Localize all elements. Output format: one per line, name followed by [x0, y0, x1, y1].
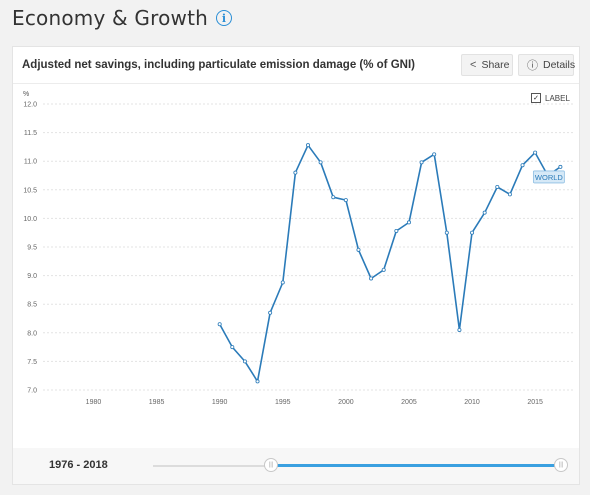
- data-point: [533, 150, 538, 155]
- y-tick-label: 7.0: [27, 388, 37, 395]
- details-info-icon: ⓘ: [527, 60, 538, 72]
- line-chart: 7.0 7.5 8.0 8.5 9.0 9.5 10.0 10.5 11.0 11.5 12.0 19…: [23, 102, 573, 406]
- data-point: [230, 345, 235, 350]
- data-point: [280, 280, 285, 285]
- series-end-label: WORLD: [535, 173, 564, 182]
- data-point: [558, 164, 563, 169]
- chart-title: Adjusted net savings, including particul…: [22, 59, 415, 71]
- y-tick-label: 11.5: [24, 130, 37, 137]
- share-button-label: Share: [481, 59, 510, 71]
- y-axis-unit-label: %: [23, 91, 30, 98]
- data-point: [507, 192, 512, 197]
- y-tick-label: 10.0: [23, 216, 37, 223]
- label-checkbox[interactable]: ✓: [531, 93, 541, 103]
- data-point: [369, 276, 374, 281]
- chart-card: Adjusted net savings, including particul…: [12, 46, 580, 450]
- details-button-label: Details: [543, 59, 576, 71]
- data-point: [406, 220, 411, 225]
- data-point: [495, 184, 500, 189]
- page-title: Economy & Growth: [12, 6, 209, 30]
- y-tick-label: 7.5: [27, 359, 37, 366]
- slider-selected-range: [271, 464, 561, 467]
- label-toggle[interactable]: ✓ LABEL: [531, 93, 570, 103]
- data-point: [419, 160, 424, 165]
- y-tick-label: 11.0: [24, 159, 37, 166]
- card-divider: [13, 83, 579, 84]
- x-tick-label: 2005: [401, 399, 417, 406]
- data-point: [268, 310, 273, 315]
- data-point: [457, 327, 462, 332]
- data-point: [318, 160, 323, 165]
- data-point: [432, 152, 437, 157]
- time-range-label: 1976 - 2018: [49, 459, 108, 471]
- data-point: [242, 359, 247, 364]
- x-tick-label: 1995: [275, 399, 291, 406]
- data-point: [255, 379, 260, 384]
- data-point: [482, 210, 487, 215]
- series-end-label-box: [532, 170, 565, 184]
- info-icon[interactable]: i: [216, 10, 233, 26]
- time-range-footer: 1976 - 2018 ||| |||: [12, 448, 580, 485]
- x-tick-label: 1980: [86, 399, 102, 406]
- slider-end-handle[interactable]: |||: [554, 458, 568, 472]
- data-point: [217, 322, 222, 327]
- data-point: [343, 198, 348, 203]
- x-tick-label: 2000: [338, 399, 354, 406]
- data-point: [394, 228, 399, 233]
- data-point: [293, 170, 298, 175]
- y-tick-label: 9.5: [27, 245, 37, 252]
- share-icon: <: [470, 59, 477, 71]
- data-point: [356, 247, 361, 252]
- data-point: [444, 230, 449, 235]
- label-toggle-text: LABEL: [545, 93, 570, 103]
- data-point: [331, 195, 336, 200]
- x-tick-label: 2010: [464, 399, 480, 406]
- y-tick-label: 10.5: [23, 187, 37, 194]
- x-tick-label: 1985: [149, 399, 165, 406]
- x-tick-label: 1990: [212, 399, 228, 406]
- data-point: [470, 230, 475, 235]
- share-button[interactable]: < Share: [461, 54, 513, 76]
- details-button[interactable]: ⓘ Details: [518, 54, 576, 76]
- page-header: Economy & Growth i: [12, 6, 233, 30]
- data-point: [520, 163, 525, 168]
- data-point: [305, 143, 310, 148]
- y-tick-label: 9.0: [27, 273, 37, 280]
- y-tick-label: 12.0: [23, 102, 37, 109]
- x-tick-label: 2015: [527, 399, 543, 406]
- slider-start-handle[interactable]: |||: [264, 458, 278, 472]
- y-tick-label: 8.0: [27, 330, 37, 337]
- series-line: [218, 144, 561, 383]
- data-point: [381, 267, 386, 272]
- y-tick-label: 8.5: [27, 302, 37, 309]
